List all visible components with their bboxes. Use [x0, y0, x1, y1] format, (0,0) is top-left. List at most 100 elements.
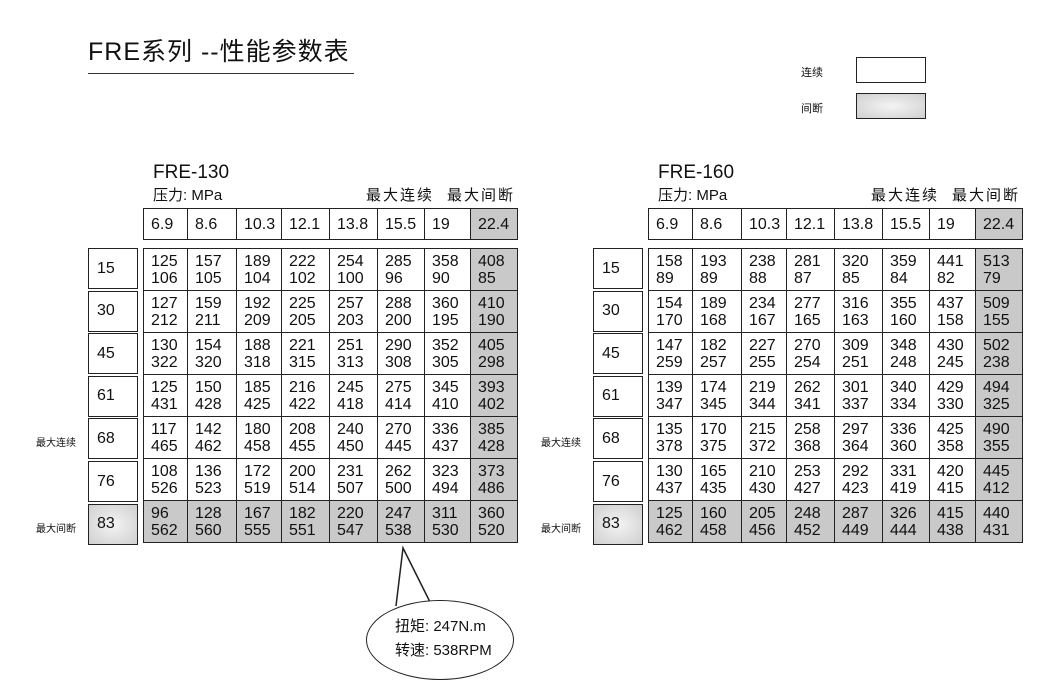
- torque-speed-cell: 393 402: [470, 374, 518, 417]
- torque-value: 189: [244, 252, 271, 270]
- torque-speed-cell: 215 372: [741, 416, 787, 459]
- torque-speed-cell: 437 158: [929, 290, 976, 333]
- pressure-cell: 12.1: [281, 208, 330, 240]
- torque-value: 125: [656, 504, 683, 522]
- torque-speed-cell: 440 431: [975, 500, 1023, 543]
- torque-speed-cell: 158 89: [648, 248, 693, 291]
- torque-value: 205: [749, 504, 776, 522]
- torque-speed-cell: 490 355: [975, 416, 1023, 459]
- torque-value: 292: [842, 462, 869, 480]
- pressure-cell: 12.1: [786, 208, 835, 240]
- torque-value: 248: [794, 504, 821, 522]
- speed-value: 238: [983, 353, 1010, 371]
- torque-value: 154: [195, 336, 222, 354]
- torque-value: 174: [700, 378, 727, 396]
- torque-value: 425: [937, 420, 964, 438]
- speed-value: 455: [289, 437, 316, 455]
- speed-value: 160: [890, 311, 917, 329]
- torque-speed-cell: 340 334: [882, 374, 930, 417]
- speed-value: 163: [842, 311, 869, 329]
- speed-value: 104: [244, 269, 271, 287]
- torque-speed-cell: 359 84: [882, 248, 930, 291]
- torque-value: 513: [983, 252, 1010, 270]
- speed-value: 562: [151, 521, 178, 539]
- speed-value: 507: [337, 479, 364, 497]
- torque-value: 189: [700, 294, 727, 312]
- speed-value: 168: [700, 311, 727, 329]
- torque-value: 150: [195, 378, 222, 396]
- torque-value: 96: [151, 504, 169, 522]
- speed-value: 205: [289, 311, 316, 329]
- torque-value: 157: [195, 252, 222, 270]
- torque-value: 227: [749, 336, 776, 354]
- torque-speed-cell: 128 560: [187, 500, 237, 543]
- speed-value: 437: [656, 479, 683, 497]
- torque-speed-cell: 130 322: [143, 332, 188, 375]
- torque-value: 257: [337, 294, 364, 312]
- torque-speed-cell: 127 212: [143, 290, 188, 333]
- torque-value: 441: [937, 252, 964, 270]
- torque-value: 336: [432, 420, 459, 438]
- torque-value: 373: [478, 462, 505, 480]
- speed-value: 360: [890, 437, 917, 455]
- torque-value: 219: [749, 378, 776, 396]
- speed-value: 465: [151, 437, 178, 455]
- pressure-cell: 6.9: [648, 208, 693, 240]
- torque-value: 262: [794, 378, 821, 396]
- side-label-max-continuous: 最大连续: [36, 438, 76, 449]
- legend-intermittent-label: 间断: [801, 103, 823, 115]
- torque-value: 405: [478, 336, 505, 354]
- speed-value: 415: [937, 479, 964, 497]
- speed-value: 494: [432, 479, 459, 497]
- torque-speed-cell: 326 444: [882, 500, 930, 543]
- callout-balloon: 扭矩: 247N.m 转速: 538RPM: [366, 600, 514, 680]
- pressure-header-row: 6.9 8.6 10.3 12.1 13.8 15.5 19 22.4: [143, 208, 518, 240]
- speed-row-label: 68: [593, 418, 643, 460]
- torque-speed-cell: 288 200: [377, 290, 425, 333]
- pressure-cell: 8.6: [692, 208, 742, 240]
- speed-value: 158: [937, 311, 964, 329]
- speed-value: 437: [432, 437, 459, 455]
- table-row: 147 259 182 257 227 255 270 254 309 251 348 248 430 2…: [648, 332, 1023, 375]
- pressure-cell: 15.5: [882, 208, 930, 240]
- speed-value: 313: [337, 353, 364, 371]
- speed-value: 355: [983, 437, 1010, 455]
- torque-speed-cell: 96 562: [143, 500, 188, 543]
- speed-value: 402: [478, 395, 505, 413]
- pressure-unit: 压力: MPa: [658, 187, 728, 204]
- torque-value: 192: [244, 294, 271, 312]
- torque-value: 234: [749, 294, 776, 312]
- torque-value: 494: [983, 378, 1010, 396]
- speed-value: 418: [337, 395, 364, 413]
- torque-value: 158: [656, 252, 683, 270]
- speed-value: 449: [842, 521, 869, 539]
- speed-value: 89: [700, 269, 718, 287]
- torque-value: 262: [385, 462, 412, 480]
- speed-value: 79: [983, 269, 1001, 287]
- torque-speed-cell: 125 106: [143, 248, 188, 291]
- pressure-cell: 22.4: [470, 208, 518, 240]
- torque-speed-cell: 210 430: [741, 458, 787, 501]
- torque-speed-cell: 188 318: [236, 332, 282, 375]
- speed-value: 422: [289, 395, 316, 413]
- pressure-cell: 10.3: [741, 208, 787, 240]
- torque-value: 331: [890, 462, 917, 480]
- torque-value: 345: [432, 378, 459, 396]
- torque-value: 352: [432, 336, 459, 354]
- speed-value: 315: [289, 353, 316, 371]
- table-row: 125 106 157 105 189 104 222 102 254 100 285 96 358 90…: [143, 248, 518, 291]
- speed-row-label: 45: [593, 333, 643, 375]
- torque-speed-cell: 281 87: [786, 248, 835, 291]
- speed-value: 251: [842, 353, 869, 371]
- speed-value: 195: [432, 311, 459, 329]
- torque-speed-cell: 502 238: [975, 332, 1023, 375]
- torque-speed-cell: 257 203: [329, 290, 378, 333]
- torque-value: 415: [937, 504, 964, 522]
- model-name: FRE-130: [153, 162, 230, 183]
- torque-value: 348: [890, 336, 917, 354]
- speed-value: 344: [749, 395, 776, 413]
- speed-value: 305: [432, 353, 459, 371]
- torque-value: 165: [700, 462, 727, 480]
- torque-speed-cell: 180 458: [236, 416, 282, 459]
- torque-value: 358: [432, 252, 459, 270]
